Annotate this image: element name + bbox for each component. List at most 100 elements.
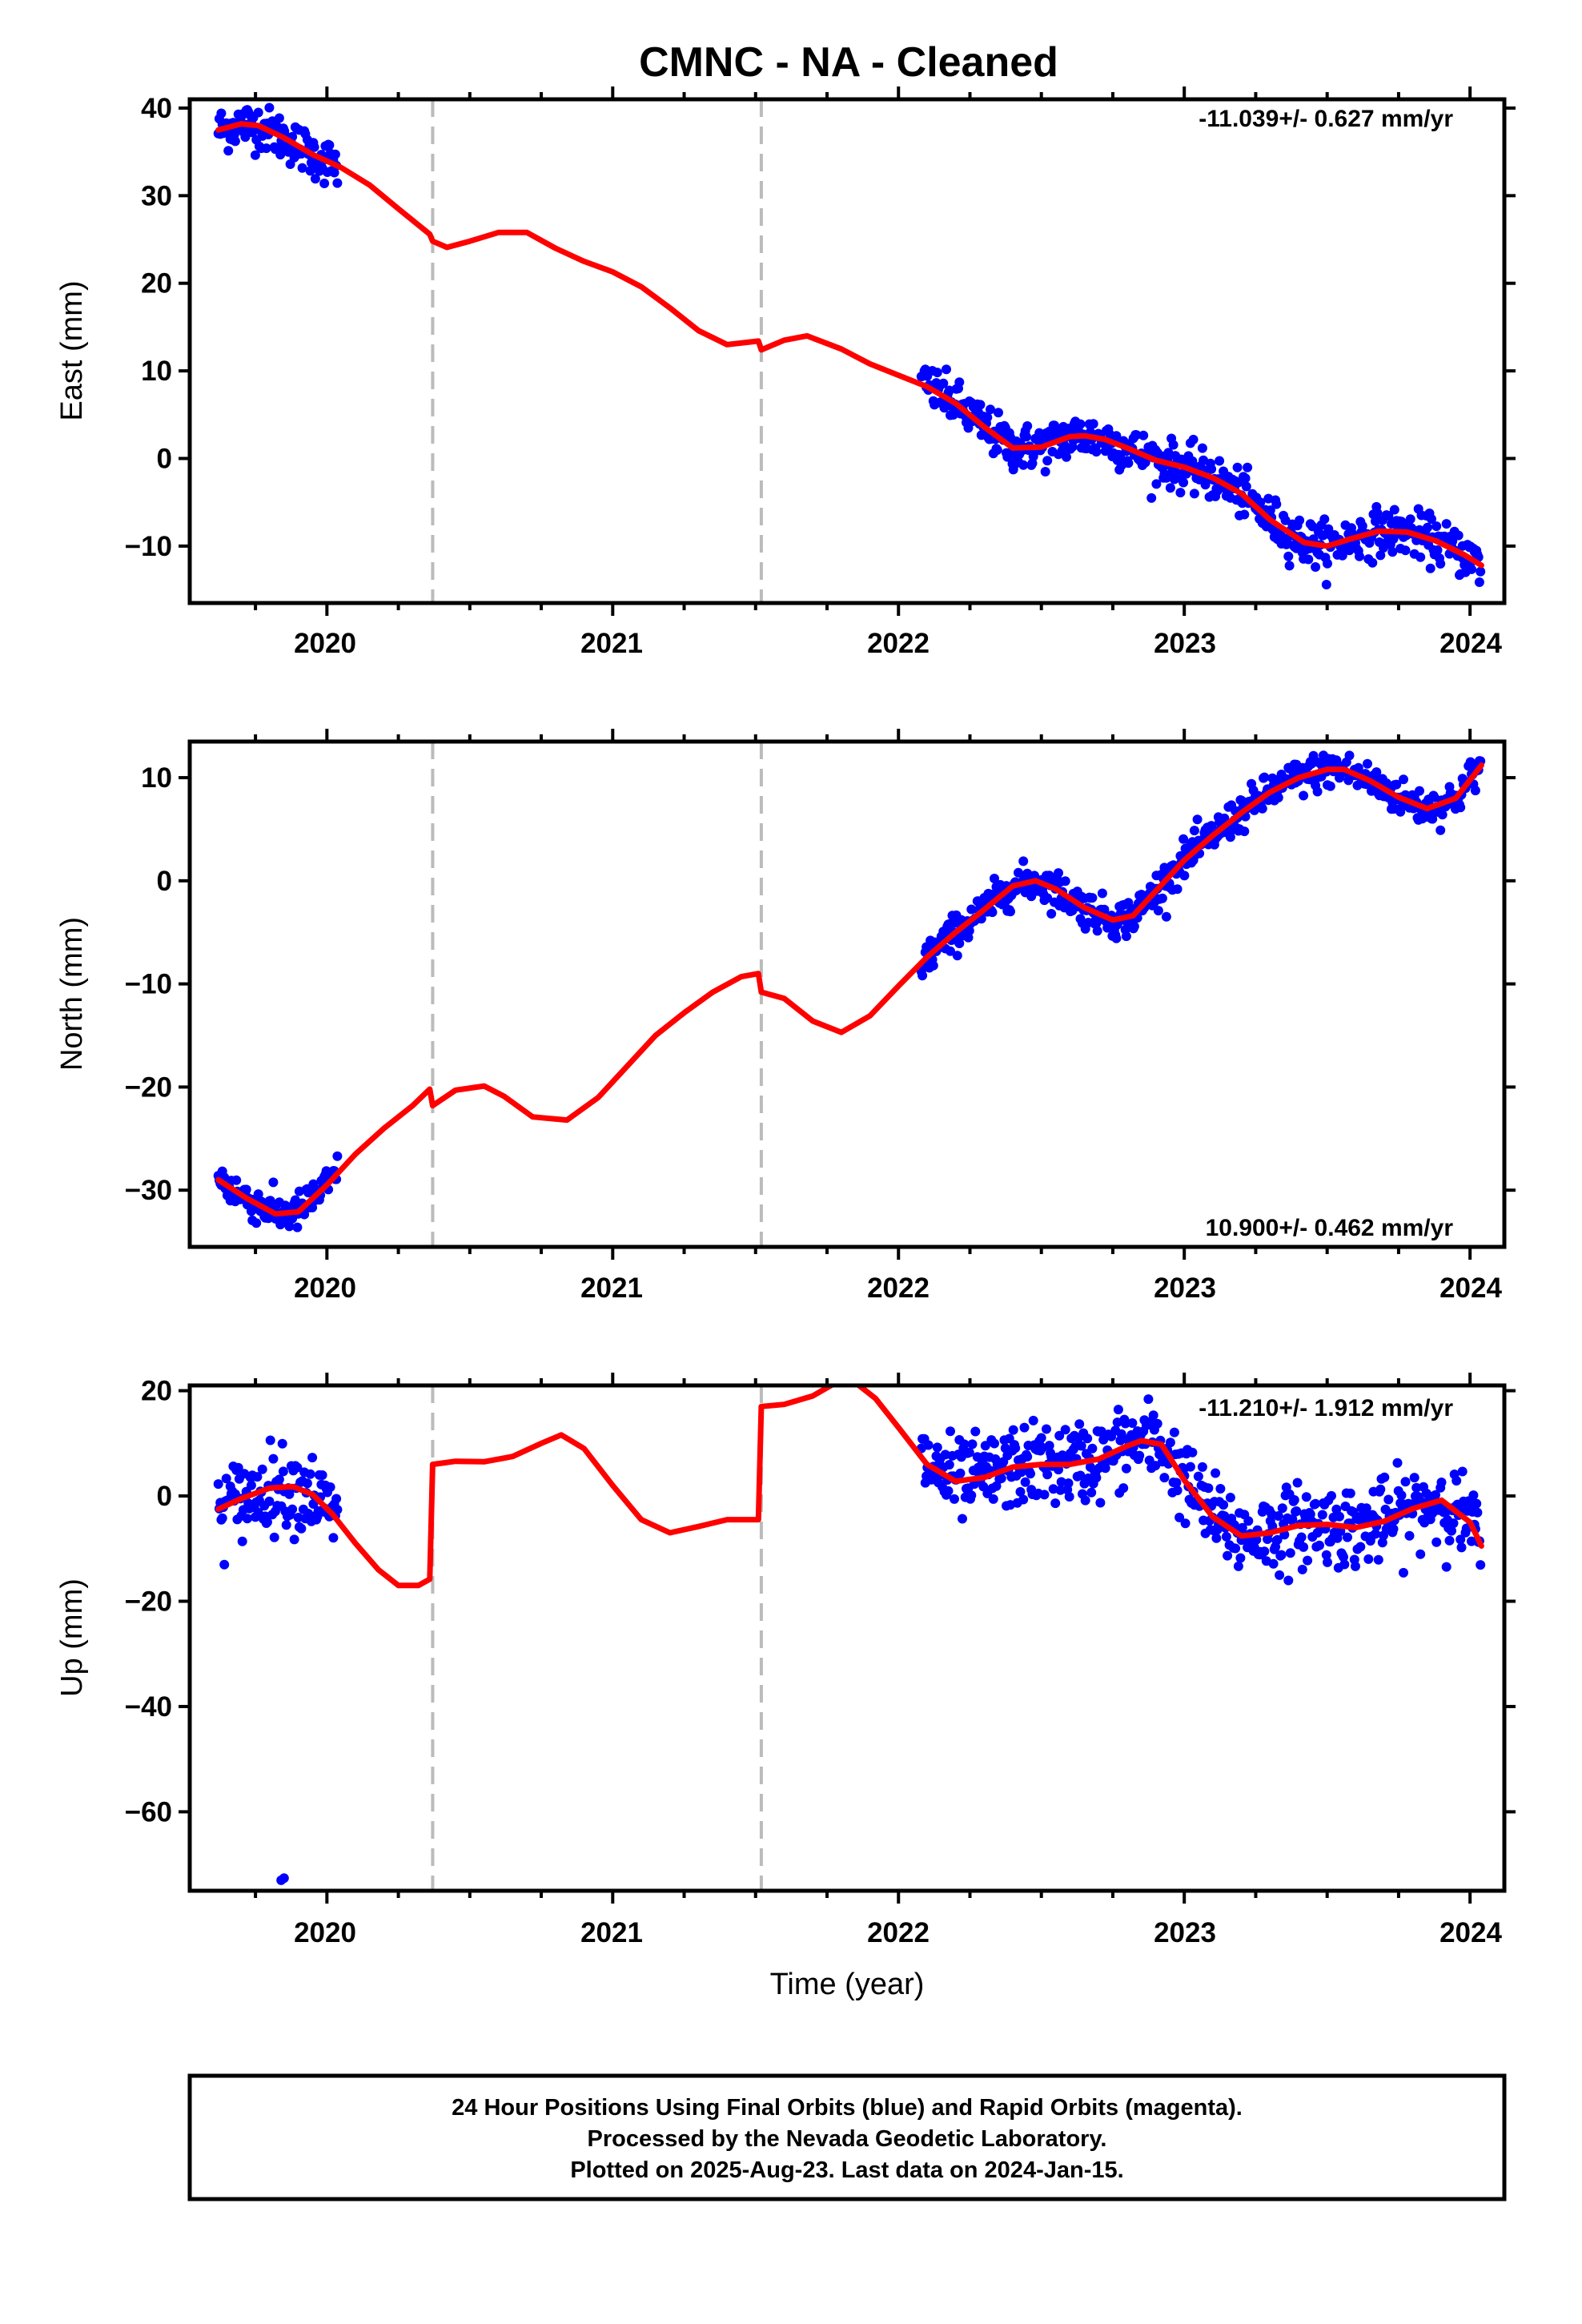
up-data-point [302, 1478, 312, 1489]
north-data-point [966, 904, 977, 915]
up-data-point [1050, 1498, 1061, 1509]
east-data-point [1387, 547, 1398, 557]
up-data-point [1303, 1555, 1313, 1566]
east-data-point [1432, 545, 1443, 555]
up-data-point [221, 1474, 231, 1484]
east-data-point [986, 404, 995, 415]
north-y-tick-label: −10 [125, 969, 172, 1000]
up-data-point [1399, 1567, 1408, 1578]
up-data-point [1185, 1462, 1195, 1472]
east-data-point [1075, 419, 1086, 429]
east-data-point [1138, 430, 1149, 440]
up-data-point [331, 1494, 342, 1504]
up-data-point [944, 1460, 954, 1470]
north-data-point [231, 1175, 242, 1185]
east-y-tick-label: 0 [157, 444, 172, 475]
east-data-point [982, 412, 993, 423]
up-data-point [1055, 1485, 1066, 1495]
north-data-point [1437, 810, 1447, 820]
east-data-point [1357, 521, 1367, 531]
north-data-point [1006, 907, 1015, 917]
east-data-point [324, 140, 335, 151]
up-data-point [1143, 1394, 1154, 1405]
up-data-point [217, 1513, 227, 1523]
east-data-point [1447, 536, 1458, 546]
east-y-tick-label: 20 [141, 268, 172, 300]
up-data-point [1441, 1562, 1452, 1572]
up-data-point [307, 1453, 318, 1463]
north-x-tick-label-2020: 2020 [294, 1273, 356, 1304]
up-data-point [1054, 1430, 1065, 1441]
up-data-point [1243, 1516, 1254, 1526]
north-y-tick-label: −30 [125, 1175, 172, 1206]
up-data-point [1113, 1405, 1123, 1415]
up-data-point [1457, 1466, 1468, 1477]
up-data-point [277, 1438, 287, 1449]
north-x-ticks [254, 729, 1472, 1260]
footer-line-1: 24 Hour Positions Using Final Orbits (bl… [452, 2095, 1243, 2121]
up-data-point [955, 1468, 966, 1478]
up-data-point [1064, 1492, 1074, 1502]
north-data-point [1179, 870, 1190, 881]
up-data-point [1225, 1493, 1235, 1502]
up-data-point [308, 1499, 319, 1509]
up-plot-frame [187, 1383, 1507, 1893]
east-y-tick-label: −10 [125, 531, 172, 562]
up-data-point [1377, 1538, 1387, 1548]
east-data-point [1241, 481, 1251, 492]
north-data-point [1273, 793, 1283, 802]
north-data-point [1391, 779, 1402, 790]
north-x-tick-label-2024: 2024 [1439, 1273, 1502, 1304]
north-data-point [1192, 814, 1203, 825]
up-data-point [1297, 1564, 1307, 1574]
east-data-point [1088, 419, 1098, 429]
north-data-point [307, 1202, 318, 1212]
east-data-point [1187, 456, 1198, 466]
up-data-point [1020, 1477, 1030, 1487]
east-y-tick-label: 30 [141, 180, 172, 211]
north-data-point [1257, 803, 1267, 814]
east-panel: 40 30 20 10 0 −10 East (mm) -11.039+/- 0.627 … [55, 86, 1516, 659]
up-data-point [1008, 1425, 1018, 1435]
north-data-point [1172, 884, 1182, 895]
up-data-point [289, 1534, 299, 1545]
east-data-point [1207, 464, 1217, 474]
east-data-point [1476, 566, 1486, 577]
up-data-point [1036, 1433, 1046, 1443]
up-data-point [1468, 1490, 1479, 1501]
east-data-point [1371, 516, 1380, 526]
east-data-point [1131, 430, 1142, 440]
up-data-point [1039, 1490, 1050, 1500]
up-x-ticks [254, 1373, 1472, 1904]
east-data-point [938, 378, 949, 388]
up-data-point [1383, 1494, 1394, 1505]
east-data-point [1255, 497, 1266, 508]
up-data-point [1074, 1419, 1085, 1429]
up-data-point [1172, 1486, 1182, 1496]
up-data-point [1087, 1443, 1098, 1454]
up-data-point [1472, 1507, 1483, 1518]
east-data-point [1151, 479, 1162, 489]
east-data-point [1423, 522, 1432, 533]
up-data-point [328, 1533, 339, 1543]
east-data-point [216, 108, 227, 119]
up-data-point [1193, 1471, 1203, 1482]
up-data-point [1150, 1461, 1161, 1471]
up-data-point [990, 1438, 999, 1449]
up-y-tick-label: 0 [157, 1481, 172, 1512]
up-data-point [1311, 1498, 1321, 1509]
up-data-point [1335, 1511, 1344, 1522]
up-data-point [296, 1523, 307, 1534]
up-model-line [215, 1385, 1484, 1589]
east-data-point [1091, 447, 1102, 457]
north-y-ticks: 10 0 −10 −20 −30 [125, 762, 1516, 1206]
east-data-point [1243, 462, 1253, 472]
up-data-point [1231, 1543, 1241, 1554]
east-data-point [230, 136, 240, 147]
up-data-point [1171, 1478, 1182, 1488]
up-data-point [967, 1439, 978, 1449]
up-x-tick-label-2020: 2020 [294, 1917, 356, 1948]
up-data-point [1456, 1542, 1467, 1553]
up-data-point [1404, 1530, 1415, 1541]
